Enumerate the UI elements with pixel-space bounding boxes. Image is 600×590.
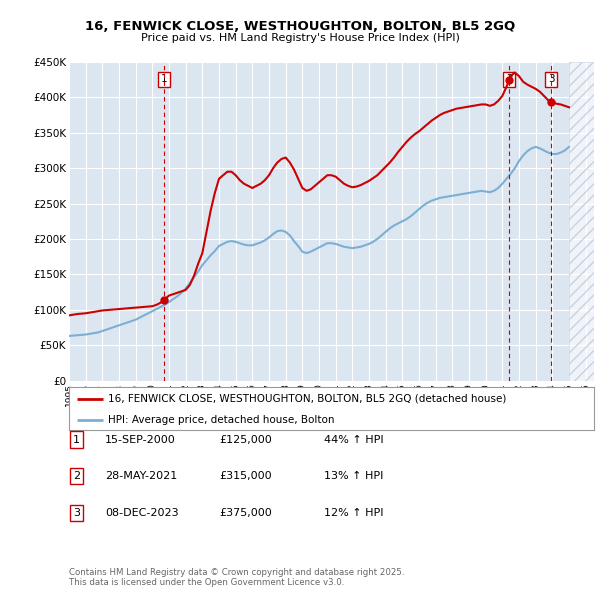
Bar xyxy=(569,62,594,381)
Text: 3: 3 xyxy=(73,508,80,517)
Text: 28-MAY-2021: 28-MAY-2021 xyxy=(105,471,177,481)
Text: 1: 1 xyxy=(73,435,80,444)
Text: 2: 2 xyxy=(73,471,80,481)
Text: 16, FENWICK CLOSE, WESTHOUGHTON, BOLTON, BL5 2GQ (detached house): 16, FENWICK CLOSE, WESTHOUGHTON, BOLTON,… xyxy=(109,394,507,404)
Text: 16, FENWICK CLOSE, WESTHOUGHTON, BOLTON, BL5 2GQ: 16, FENWICK CLOSE, WESTHOUGHTON, BOLTON,… xyxy=(85,20,515,33)
Text: 44% ↑ HPI: 44% ↑ HPI xyxy=(324,435,383,444)
Text: HPI: Average price, detached house, Bolton: HPI: Average price, detached house, Bolt… xyxy=(109,415,335,425)
Text: £375,000: £375,000 xyxy=(219,508,272,517)
Text: 08-DEC-2023: 08-DEC-2023 xyxy=(105,508,179,517)
Text: 12% ↑ HPI: 12% ↑ HPI xyxy=(324,508,383,517)
Text: 1: 1 xyxy=(161,74,167,84)
Text: 3: 3 xyxy=(548,74,554,84)
Text: 2: 2 xyxy=(506,74,512,84)
Text: Contains HM Land Registry data © Crown copyright and database right 2025.
This d: Contains HM Land Registry data © Crown c… xyxy=(69,568,404,587)
Text: 15-SEP-2000: 15-SEP-2000 xyxy=(105,435,176,444)
Text: 13% ↑ HPI: 13% ↑ HPI xyxy=(324,471,383,481)
Text: £315,000: £315,000 xyxy=(219,471,272,481)
Text: £125,000: £125,000 xyxy=(219,435,272,444)
Text: Price paid vs. HM Land Registry's House Price Index (HPI): Price paid vs. HM Land Registry's House … xyxy=(140,34,460,43)
